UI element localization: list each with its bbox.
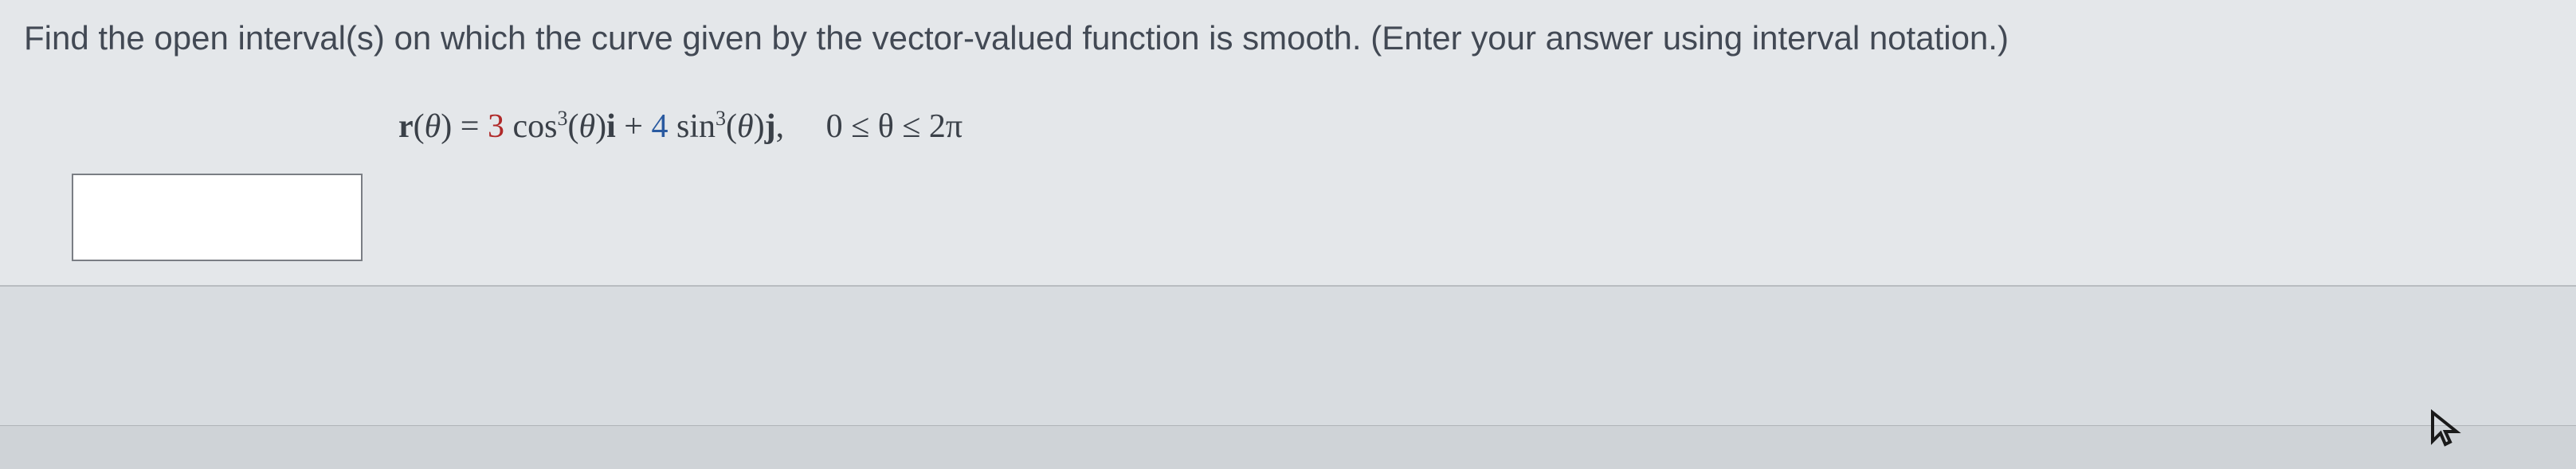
question-container: Find the open interval(s) on which the c… xyxy=(0,0,2576,287)
formula-lhs-open: ( xyxy=(414,108,425,145)
formula: r(θ) = 3 cos3(θ)i + 4 sin3(θ)j, 0 ≤ θ ≤ … xyxy=(398,107,2552,146)
formula-coef-j: 4 xyxy=(651,108,668,145)
formula-domain: 0 ≤ θ ≤ 2π xyxy=(826,108,963,145)
formula-arg-j-open: ( xyxy=(726,108,737,145)
formula-comma: , xyxy=(776,108,818,145)
formula-arg-i-open: ( xyxy=(567,108,578,145)
formula-func-i: cos xyxy=(512,108,557,145)
formula-unit-i: i xyxy=(606,108,616,145)
formula-coef-i: 3 xyxy=(488,108,504,145)
bottom-strip xyxy=(0,425,2576,469)
formula-plus: + xyxy=(624,108,651,145)
question-prompt: Find the open interval(s) on which the c… xyxy=(24,14,2552,63)
cursor-icon xyxy=(2426,409,2464,451)
answer-input[interactable] xyxy=(72,174,363,261)
formula-arg-i: θ xyxy=(578,108,595,145)
formula-lhs-arg: θ xyxy=(425,108,441,145)
formula-eq: = xyxy=(461,108,488,145)
formula-arg-j-close: ) xyxy=(754,108,765,145)
formula-lhs-close: ) xyxy=(441,108,452,145)
formula-exp-i: 3 xyxy=(557,107,567,130)
formula-exp-j: 3 xyxy=(716,107,726,130)
formula-arg-j: θ xyxy=(737,108,754,145)
formula-func-j: sin xyxy=(676,108,716,145)
formula-arg-i-close: ) xyxy=(595,108,606,145)
formula-lhs-var: r xyxy=(398,108,414,145)
formula-unit-j: j xyxy=(765,108,776,145)
